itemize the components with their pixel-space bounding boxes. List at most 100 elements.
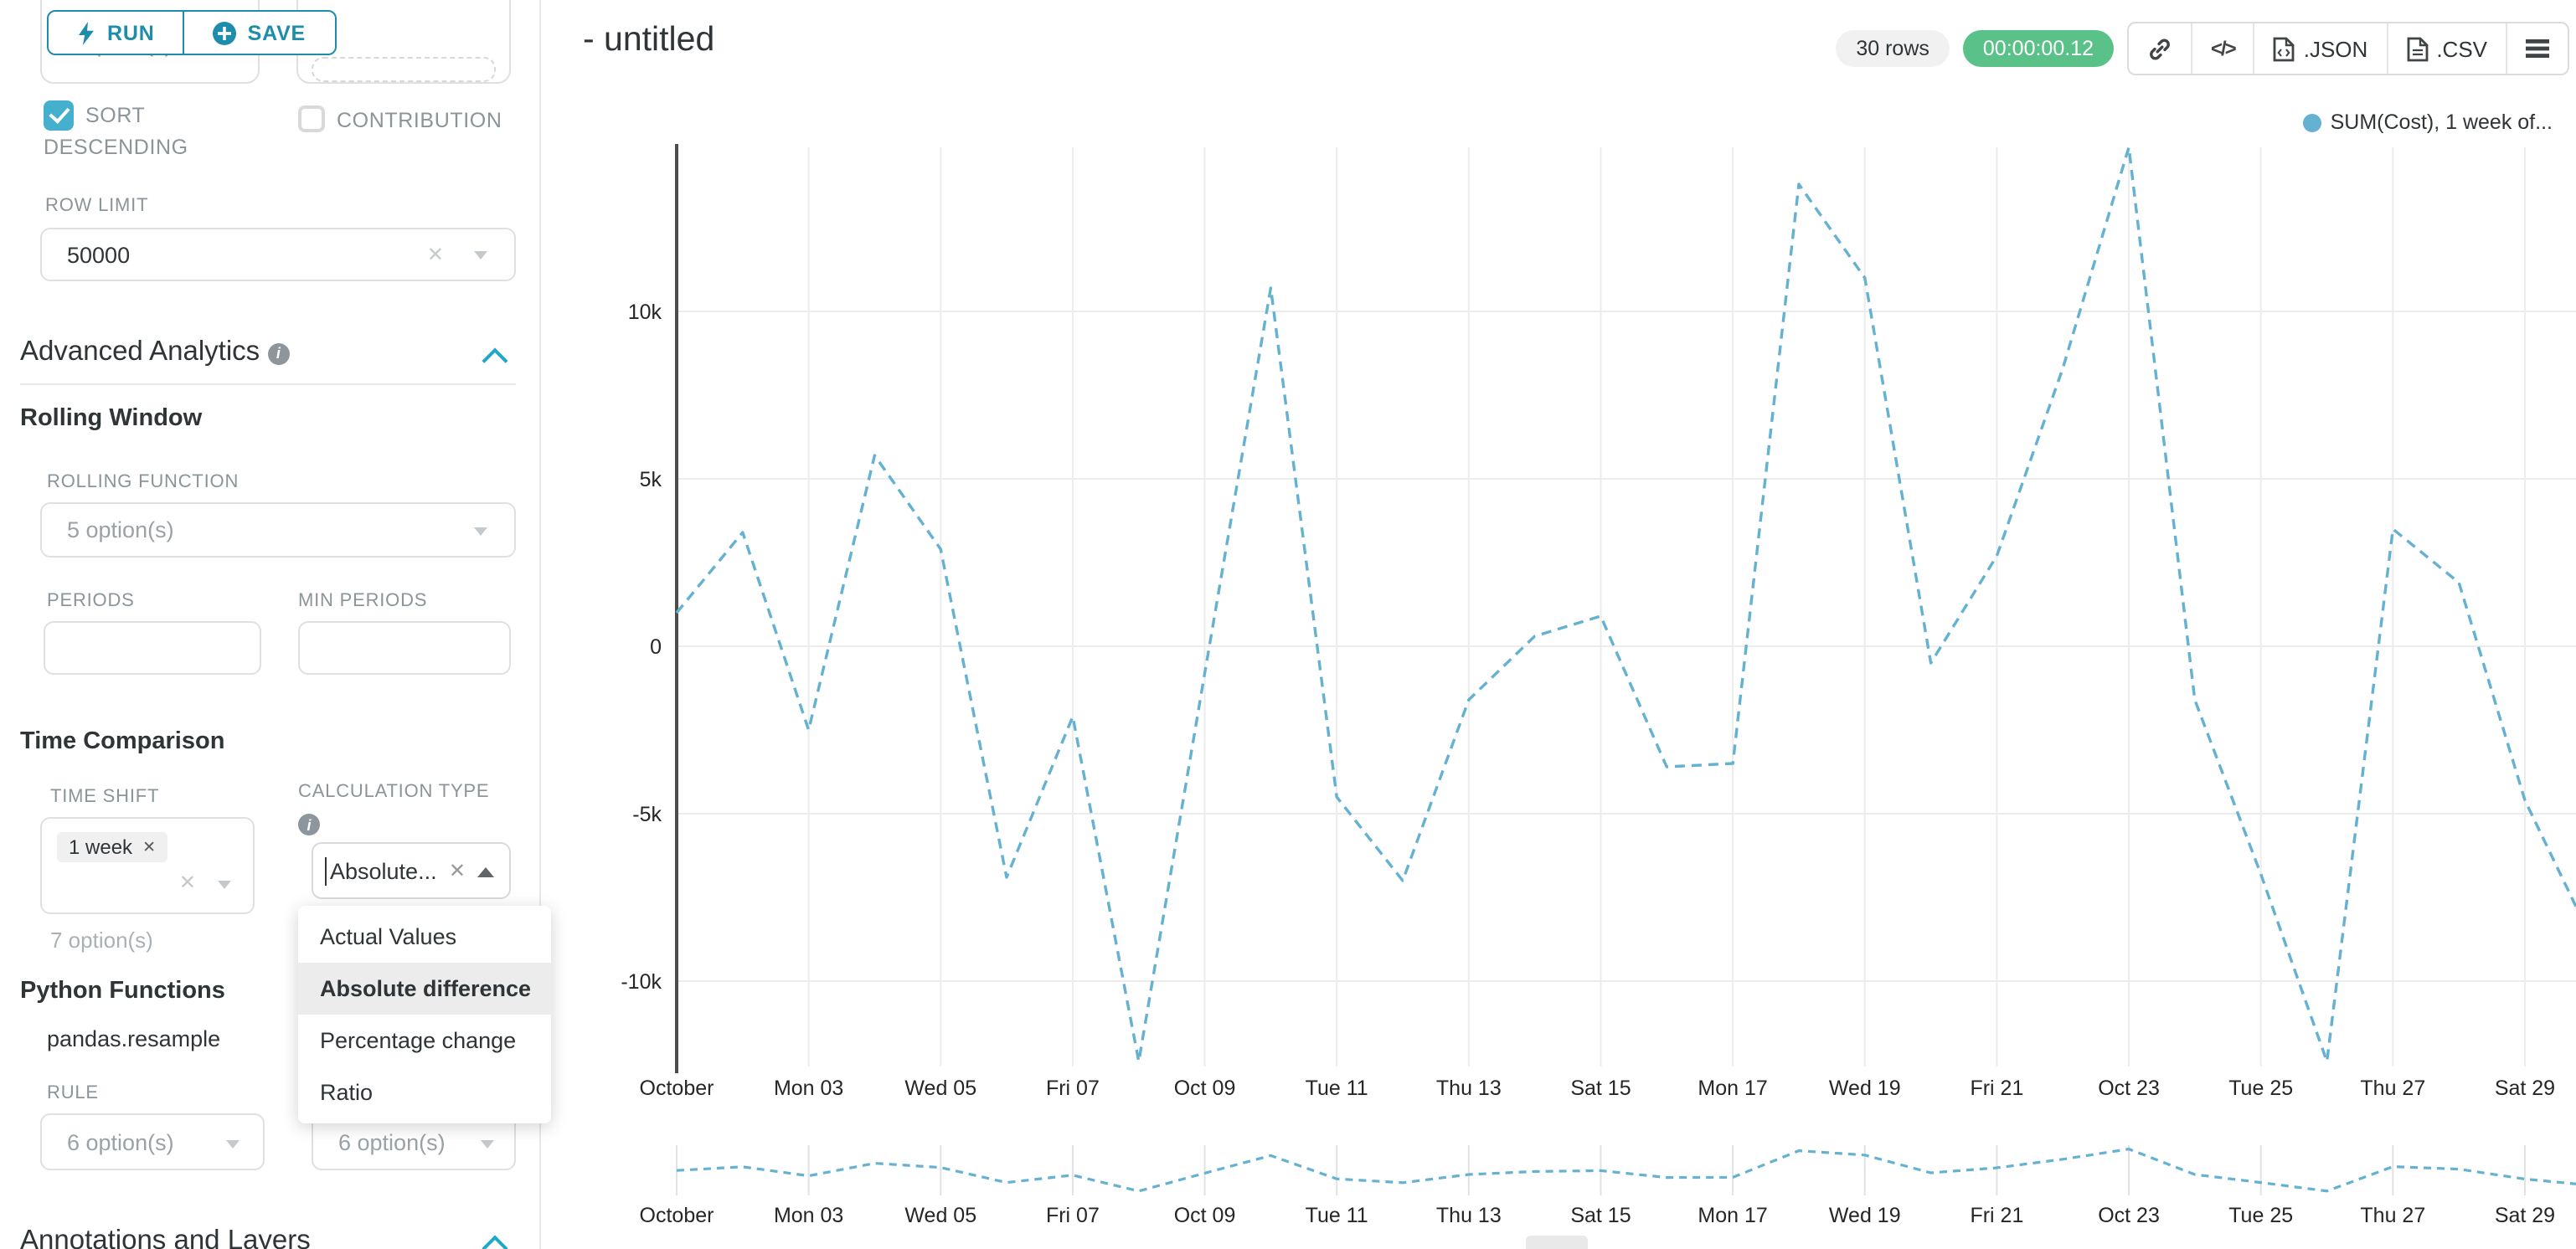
rows-badge: 30 rows bbox=[1836, 30, 1950, 67]
export-json-button[interactable]: .JSON bbox=[2253, 23, 2387, 74]
dropdown-option[interactable]: Percentage change bbox=[320, 1028, 517, 1053]
min-periods-label: MIN PERIODS bbox=[298, 591, 428, 611]
min-periods-input[interactable] bbox=[298, 621, 511, 675]
x-axis-tick-label: Fri 21 bbox=[1970, 1077, 2023, 1100]
x-axis-tick-label: Mon 03 bbox=[774, 1077, 843, 1100]
save-button-label: SAVE bbox=[247, 21, 307, 44]
section-divider bbox=[20, 383, 516, 385]
advanced-analytics-title: Advanced Analytics bbox=[20, 337, 260, 367]
y-axis-tick-label: 0 bbox=[650, 635, 662, 659]
x-axis-tick-label: Oct 23 bbox=[2098, 1077, 2160, 1100]
preview-tick-label: Fri 21 bbox=[1970, 1204, 2023, 1227]
dashed-placeholder bbox=[312, 57, 496, 82]
x-axis-tick-label: October bbox=[640, 1077, 714, 1100]
dropdown-option[interactable]: Actual Values bbox=[320, 924, 457, 949]
run-button[interactable]: RUN bbox=[47, 10, 185, 55]
rolling-window-title: Rolling Window bbox=[20, 405, 203, 432]
sort-descending-label: SORT DESCENDING bbox=[44, 104, 188, 159]
preview-tick-label: Thu 27 bbox=[2360, 1204, 2425, 1227]
annotations-layers-header[interactable]: Annotations and Layers bbox=[20, 1226, 311, 1249]
time-shift-label: TIME SHIFT bbox=[50, 787, 160, 807]
export-button-group: </> .JSON .CSV bbox=[2127, 22, 2569, 75]
preview-tick-label: Sat 29 bbox=[2495, 1204, 2555, 1227]
sort-descending-checkbox[interactable]: SORT DESCENDING bbox=[44, 100, 248, 163]
clear-icon[interactable]: ✕ bbox=[178, 871, 196, 894]
preview-tick-label: Wed 19 bbox=[1829, 1204, 1901, 1227]
x-axis-tick-label: Tue 11 bbox=[1306, 1077, 1368, 1100]
export-csv-button[interactable]: .CSV bbox=[2386, 23, 2506, 74]
preview-tick-label: Sat 15 bbox=[1570, 1204, 1631, 1227]
x-axis-tick-label: Fri 07 bbox=[1046, 1077, 1100, 1100]
remove-tag-icon[interactable]: ✕ bbox=[142, 838, 156, 856]
preview-tick-label: Tue 11 bbox=[1306, 1204, 1368, 1227]
x-axis-tick-label: Thu 13 bbox=[1436, 1077, 1502, 1100]
dropdown-option[interactable]: Ratio bbox=[320, 1080, 374, 1105]
rule-select-1[interactable]: 6 option(s) bbox=[40, 1113, 265, 1170]
preview-line[interactable] bbox=[676, 1147, 2576, 1193]
info-icon[interactable]: i bbox=[298, 814, 320, 835]
checkbox-checked-icon[interactable] bbox=[44, 100, 74, 131]
preview-tick-label: Mon 17 bbox=[1698, 1204, 1767, 1227]
dropdown-option[interactable]: Absolute difference bbox=[298, 963, 551, 1015]
rule-select-1-value: 6 option(s) bbox=[67, 1129, 174, 1154]
code-icon: </> bbox=[2211, 37, 2237, 60]
save-button[interactable]: SAVE bbox=[182, 10, 337, 55]
advanced-analytics-header[interactable]: Advanced Analytics i bbox=[20, 337, 290, 368]
chevron-down-icon[interactable] bbox=[474, 251, 487, 260]
text-cursor bbox=[325, 857, 327, 886]
copy-link-button[interactable] bbox=[2129, 23, 2191, 74]
clear-icon[interactable]: ✕ bbox=[448, 859, 466, 882]
chart-legend[interactable]: SUM(Cost), 1 week of... bbox=[2303, 111, 2553, 134]
plus-circle-icon bbox=[212, 21, 236, 44]
x-axis-tick-label: Wed 05 bbox=[904, 1077, 976, 1100]
legend-label: SUM(Cost), 1 week of... bbox=[2330, 111, 2553, 134]
preview-tick-label: Oct 23 bbox=[2098, 1204, 2160, 1227]
x-axis-tick-label: Tue 25 bbox=[2228, 1077, 2293, 1100]
collapse-chevron-up-icon[interactable] bbox=[482, 1235, 508, 1249]
rolling-function-select[interactable]: 5 option(s) bbox=[40, 502, 516, 558]
y-axis-tick-label: -5k bbox=[632, 803, 662, 826]
collapse-chevron-up-icon[interactable] bbox=[482, 347, 508, 374]
periods-input[interactable] bbox=[44, 621, 261, 675]
annotations-layers-title: Annotations and Layers bbox=[20, 1226, 311, 1249]
control-panel: 7 option(s) RUN SAVE bbox=[0, 0, 551, 1249]
file-code-icon bbox=[2274, 36, 2295, 61]
calculation-type-label: CALCULATION TYPE bbox=[298, 782, 490, 802]
time-shift-tag: 1 week ✕ bbox=[57, 832, 167, 862]
y-axis-tick-label: 10k bbox=[628, 301, 662, 324]
y-axis-tick-label: -10k bbox=[621, 970, 662, 994]
x-axis-tick-label: Mon 17 bbox=[1698, 1077, 1767, 1100]
series-line[interactable] bbox=[675, 146, 2576, 1063]
more-menu-button[interactable] bbox=[2506, 23, 2568, 74]
x-axis-tick-label: Thu 27 bbox=[2360, 1077, 2425, 1100]
preview-tick-label: Fri 07 bbox=[1046, 1204, 1100, 1227]
chevron-down-icon[interactable] bbox=[226, 1140, 240, 1149]
legend-dot-icon bbox=[2303, 113, 2322, 131]
contribution-checkbox[interactable]: CONTRIBUTION bbox=[298, 105, 533, 136]
preview-tick-label: Oct 09 bbox=[1174, 1204, 1236, 1227]
chart-title[interactable]: - untitled bbox=[583, 20, 715, 59]
chevron-up-icon[interactable] bbox=[477, 867, 494, 877]
chevron-down-icon[interactable] bbox=[474, 527, 487, 536]
x-axis-tick-label: Sat 15 bbox=[1570, 1077, 1631, 1100]
chevron-down-icon[interactable] bbox=[218, 881, 231, 889]
row-limit-select[interactable]: 50000 ✕ bbox=[40, 228, 516, 281]
clear-icon[interactable]: ✕ bbox=[426, 243, 444, 266]
embed-code-button[interactable]: </> bbox=[2191, 23, 2254, 74]
chevron-down-icon[interactable] bbox=[481, 1140, 494, 1149]
scroll-handle[interactable] bbox=[1526, 1236, 1588, 1249]
checkbox-unchecked-icon[interactable] bbox=[298, 105, 325, 132]
hamburger-menu-icon bbox=[2526, 39, 2549, 58]
file-text-icon bbox=[2406, 36, 2428, 61]
cutoff-empty-field[interactable] bbox=[296, 0, 511, 84]
row-limit-label: ROW LIMIT bbox=[45, 196, 149, 216]
timeseries-chart[interactable]: 10k 5k 0 -5k -10k October October Mon 03 Mon 03 W… bbox=[539, 0, 2576, 1249]
calc-type-dropdown: Actual Values Absolute difference Percenta… bbox=[298, 906, 551, 1123]
time-shift-select[interactable]: 1 week ✕ ✕ bbox=[40, 817, 255, 914]
row-limit-value: 50000 bbox=[67, 242, 131, 267]
info-icon[interactable]: i bbox=[267, 342, 290, 364]
link-icon bbox=[2150, 38, 2170, 59]
calculation-type-select[interactable]: Absolute... ✕ bbox=[312, 842, 511, 899]
